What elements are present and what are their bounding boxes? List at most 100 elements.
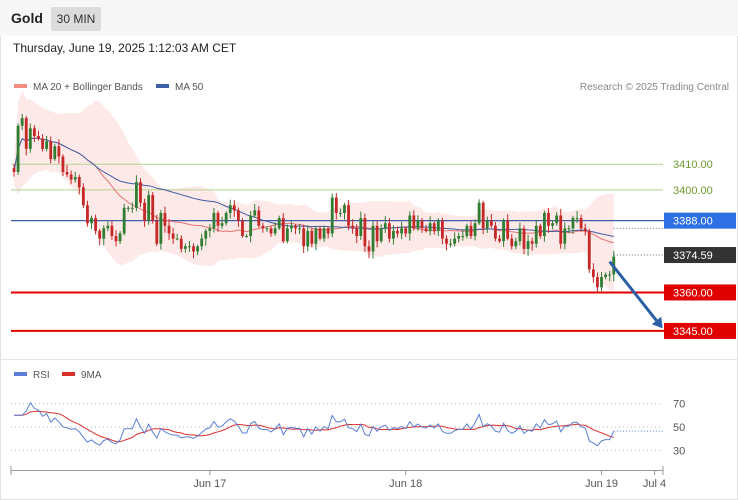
candle	[139, 178, 142, 208]
candle	[155, 214, 159, 247]
candle	[547, 208, 550, 233]
candle	[494, 221, 497, 242]
candle	[110, 220, 114, 240]
candle-body	[265, 228, 269, 230]
candle	[453, 232, 457, 247]
candle	[330, 193, 334, 238]
candle	[518, 222, 522, 246]
candle-body	[318, 228, 322, 239]
candle	[424, 225, 428, 233]
candle-body	[69, 174, 73, 180]
legend-9ma-label: 9MA	[81, 370, 102, 381]
candle	[420, 217, 424, 233]
candle-body	[449, 243, 452, 245]
candle-body	[175, 238, 179, 240]
candle	[208, 224, 212, 238]
candle-body	[343, 205, 346, 213]
candle	[310, 227, 314, 248]
support-tag	[664, 322, 736, 339]
bollinger-band-area	[14, 91, 614, 292]
candle-body	[506, 220, 510, 239]
candle-body	[37, 136, 40, 139]
candle	[591, 263, 595, 283]
candle-body	[583, 228, 587, 231]
candle	[143, 198, 146, 227]
candle	[200, 233, 204, 251]
support-label: 3360.00	[673, 287, 713, 299]
candle	[441, 217, 444, 245]
candle	[596, 272, 599, 292]
bollinger-bands	[14, 91, 614, 292]
timeframe-badge[interactable]: 30 MIN	[51, 7, 101, 31]
candle	[245, 234, 248, 238]
candle	[502, 218, 505, 247]
x-tick-label: Jun 17	[193, 478, 226, 490]
candle	[481, 200, 485, 235]
candle	[543, 210, 546, 242]
candle-body	[359, 218, 363, 237]
pivot-label: 3388.00	[673, 216, 713, 228]
candle-body	[41, 138, 44, 149]
candle-body	[98, 230, 102, 239]
candle	[90, 215, 93, 230]
forecast-arrow-head	[651, 316, 663, 329]
candle-body	[604, 274, 607, 278]
candle-body	[473, 223, 477, 237]
candle-body	[526, 241, 530, 249]
ma50-line	[13, 137, 614, 237]
candle	[608, 270, 612, 282]
ma20-line	[13, 137, 614, 244]
candle-body	[114, 236, 118, 242]
candle	[334, 192, 338, 220]
legend-ma20-label: MA 20 + Bollinger Bands	[33, 82, 143, 93]
candle-body	[306, 230, 310, 247]
legend-ma50-label: MA 50	[175, 82, 204, 93]
candle	[567, 225, 571, 234]
candle	[449, 238, 452, 248]
candle-body	[102, 228, 106, 239]
candle-body	[334, 197, 338, 213]
candle-body	[363, 218, 367, 247]
candle-body	[383, 223, 387, 229]
candle-body	[12, 168, 16, 172]
candle-body	[118, 233, 122, 242]
candle-body	[522, 228, 526, 249]
candle-body	[469, 225, 473, 237]
candle-body	[151, 195, 155, 221]
candle	[363, 213, 367, 252]
candle-body	[237, 210, 240, 221]
candle	[404, 226, 408, 238]
candle	[339, 208, 342, 217]
candle	[94, 214, 97, 235]
pivot-tag	[664, 212, 736, 229]
candle-body	[77, 177, 81, 188]
rsi-panel: 70 50 30	[11, 399, 685, 457]
candle-body	[375, 225, 379, 242]
candle-body	[196, 246, 199, 252]
candle-body	[130, 207, 134, 209]
candle	[306, 225, 310, 252]
candle	[41, 134, 44, 152]
candle-body	[310, 230, 314, 244]
candle	[461, 229, 465, 241]
candle-body	[314, 228, 318, 244]
candle-body	[179, 238, 183, 249]
candle-body	[330, 197, 334, 234]
candle	[290, 221, 293, 233]
candle	[526, 234, 530, 256]
candle	[86, 200, 89, 227]
candle	[249, 210, 253, 243]
candle-body	[498, 238, 501, 242]
rsi-line	[14, 401, 615, 447]
candle	[28, 123, 32, 153]
candle-body	[57, 146, 61, 157]
candle-body	[387, 223, 391, 239]
candle	[522, 225, 526, 254]
candle	[269, 225, 273, 237]
legend-9ma-swatch	[62, 372, 75, 376]
candle	[563, 222, 567, 250]
candle-body	[285, 228, 289, 242]
candle-body	[245, 236, 248, 238]
candle-body	[171, 233, 175, 239]
